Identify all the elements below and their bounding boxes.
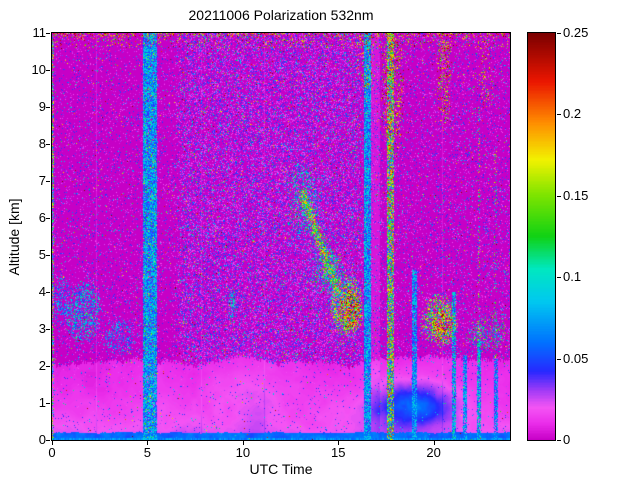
- y-tick-mark: [46, 366, 50, 367]
- x-tick-label: 5: [143, 445, 152, 460]
- y-tick-mark: [46, 70, 50, 71]
- colorbar-tick-mark: [557, 33, 561, 34]
- y-tick-mark: [46, 33, 50, 34]
- y-tick-label: 5: [38, 247, 46, 262]
- y-tick-label: 2: [38, 358, 46, 373]
- y-tick-label: 3: [38, 321, 46, 336]
- x-tick-label: 10: [235, 445, 251, 460]
- x-tick-mark: [433, 441, 435, 445]
- heatmap-canvas: [52, 33, 510, 440]
- y-tick-label: 4: [38, 284, 46, 299]
- x-tick-mark: [147, 441, 149, 445]
- colorbar-tick-label: 0: [563, 432, 571, 447]
- colorbar-tick-label: 0.15: [563, 187, 589, 203]
- colorbar-tick-mark: [557, 440, 561, 441]
- y-tick-mark: [46, 218, 50, 219]
- plot-area: [51, 32, 511, 441]
- y-tick-mark: [46, 144, 50, 145]
- y-tick-mark: [46, 329, 50, 330]
- y-tick-mark: [46, 181, 50, 182]
- colorbar-tick-label: 0.25: [563, 25, 589, 40]
- y-tick-label: 1: [38, 395, 46, 410]
- colorbar-tick-label: 0.1: [563, 269, 582, 285]
- y-tick-label: 10: [31, 62, 46, 77]
- colorbar-tick-mark: [557, 114, 561, 116]
- x-tick-label: 0: [48, 445, 56, 460]
- colorbar-tick-mark: [557, 358, 561, 360]
- chart-title: 20211006 Polarization 532nm: [188, 7, 374, 23]
- y-tick-label: 9: [38, 99, 46, 114]
- colorbar-tick-label: 0.2: [563, 106, 582, 122]
- y-tick-label: 7: [38, 173, 46, 188]
- y-tick-label: 0: [38, 432, 46, 447]
- x-tick-mark: [242, 441, 244, 445]
- x-axis-label: UTC Time: [249, 461, 313, 477]
- x-tick-mark: [338, 441, 340, 445]
- colorbar-tick-mark: [557, 195, 561, 197]
- y-tick-mark: [46, 107, 50, 108]
- y-tick-mark: [46, 255, 50, 256]
- x-tick-mark: [52, 441, 53, 445]
- colorbar-canvas: [528, 33, 555, 440]
- y-tick-label: 6: [38, 210, 46, 225]
- colorbar-tick-label: 0.05: [563, 350, 589, 366]
- y-tick-mark: [46, 403, 50, 404]
- y-tick-label: 11: [32, 25, 47, 40]
- x-tick-label: 15: [331, 445, 346, 460]
- x-tick-label: 20: [426, 445, 441, 460]
- y-tick-mark: [46, 292, 50, 293]
- y-tick-mark: [46, 440, 50, 441]
- colorbar-tick-mark: [557, 277, 561, 279]
- colorbar: [527, 32, 556, 441]
- y-tick-label: 8: [38, 136, 46, 151]
